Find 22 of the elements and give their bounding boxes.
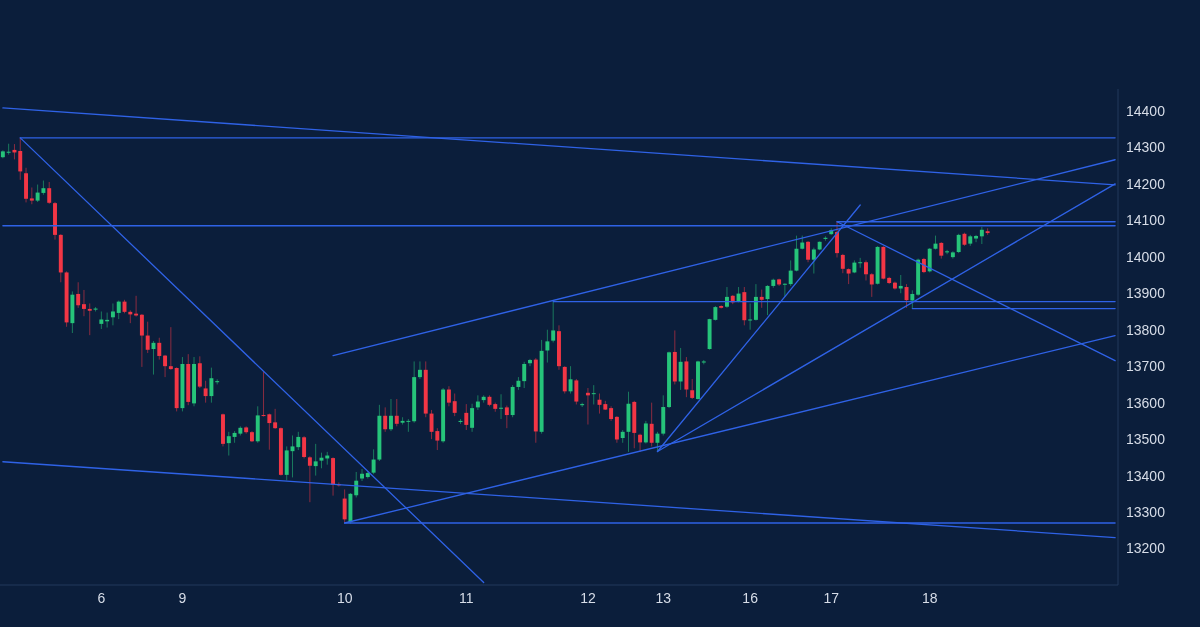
y-tick-label: 13900 bbox=[1126, 285, 1166, 302]
y-tick-label: 13800 bbox=[1126, 321, 1166, 338]
x-tick-label: 9 bbox=[178, 589, 187, 606]
y-tick-label: 13200 bbox=[1126, 540, 1166, 557]
y-tick-label: 14200 bbox=[1126, 175, 1166, 192]
x-tick-label: 11 bbox=[459, 589, 474, 606]
y-tick-label: 14300 bbox=[1126, 139, 1166, 156]
y-tick-label: 14100 bbox=[1126, 212, 1166, 229]
y-tick-label: 13600 bbox=[1126, 394, 1166, 411]
y-tick-label: 13400 bbox=[1126, 467, 1166, 484]
x-tick-label: 16 bbox=[742, 589, 759, 606]
y-tick-label: 13700 bbox=[1126, 358, 1166, 375]
x-tick-label: 13 bbox=[655, 589, 672, 606]
x-tick-label: 17 bbox=[823, 589, 840, 606]
y-tick-label: 13500 bbox=[1126, 431, 1166, 448]
y-tick-label: 13300 bbox=[1126, 504, 1166, 521]
x-tick-label: 12 bbox=[580, 589, 596, 606]
y-tick-label: 14400 bbox=[1126, 102, 1166, 119]
x-tick-label: 18 bbox=[921, 589, 938, 606]
y-tick-label: 14000 bbox=[1126, 248, 1166, 265]
x-tick-label: 6 bbox=[97, 589, 106, 606]
x-tick-label: 10 bbox=[336, 589, 353, 606]
